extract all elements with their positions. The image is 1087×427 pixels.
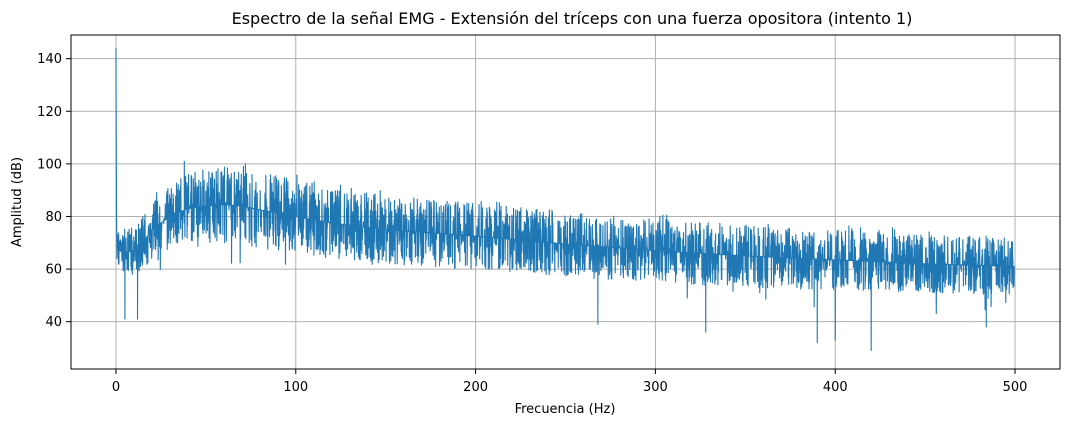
y-axis-label: Amplitud (dB) [10,157,25,247]
x-axis-label: Frecuencia (Hz) [515,402,616,417]
x-tick-label-300: 300 [643,380,668,395]
y-axis-ticks: 40 60 80 100 120 140 [37,52,71,330]
x-axis-ticks: 0 100 200 300 400 500 [112,369,1028,395]
x-tick-label-100: 100 [283,380,308,395]
chart-title: Espectro de la señal EMG - Extensión del… [232,9,913,28]
y-tick-label-60: 60 [45,263,62,278]
x-tick-label-500: 500 [1003,380,1028,395]
series-layer [115,48,1016,352]
x-tick-label-0: 0 [112,380,120,395]
grid-lines [71,35,1060,369]
plot-frame [70,34,1061,370]
y-tick-label-80: 80 [45,210,62,225]
y-tick-label-140: 140 [37,52,62,67]
y-tick-label-40: 40 [45,315,62,330]
x-tick-label-200: 200 [463,380,488,395]
x-tick-label-400: 400 [823,380,848,395]
y-tick-label-100: 100 [37,157,62,172]
y-tick-label-120: 120 [37,105,62,120]
spectrum-line [115,48,1016,352]
